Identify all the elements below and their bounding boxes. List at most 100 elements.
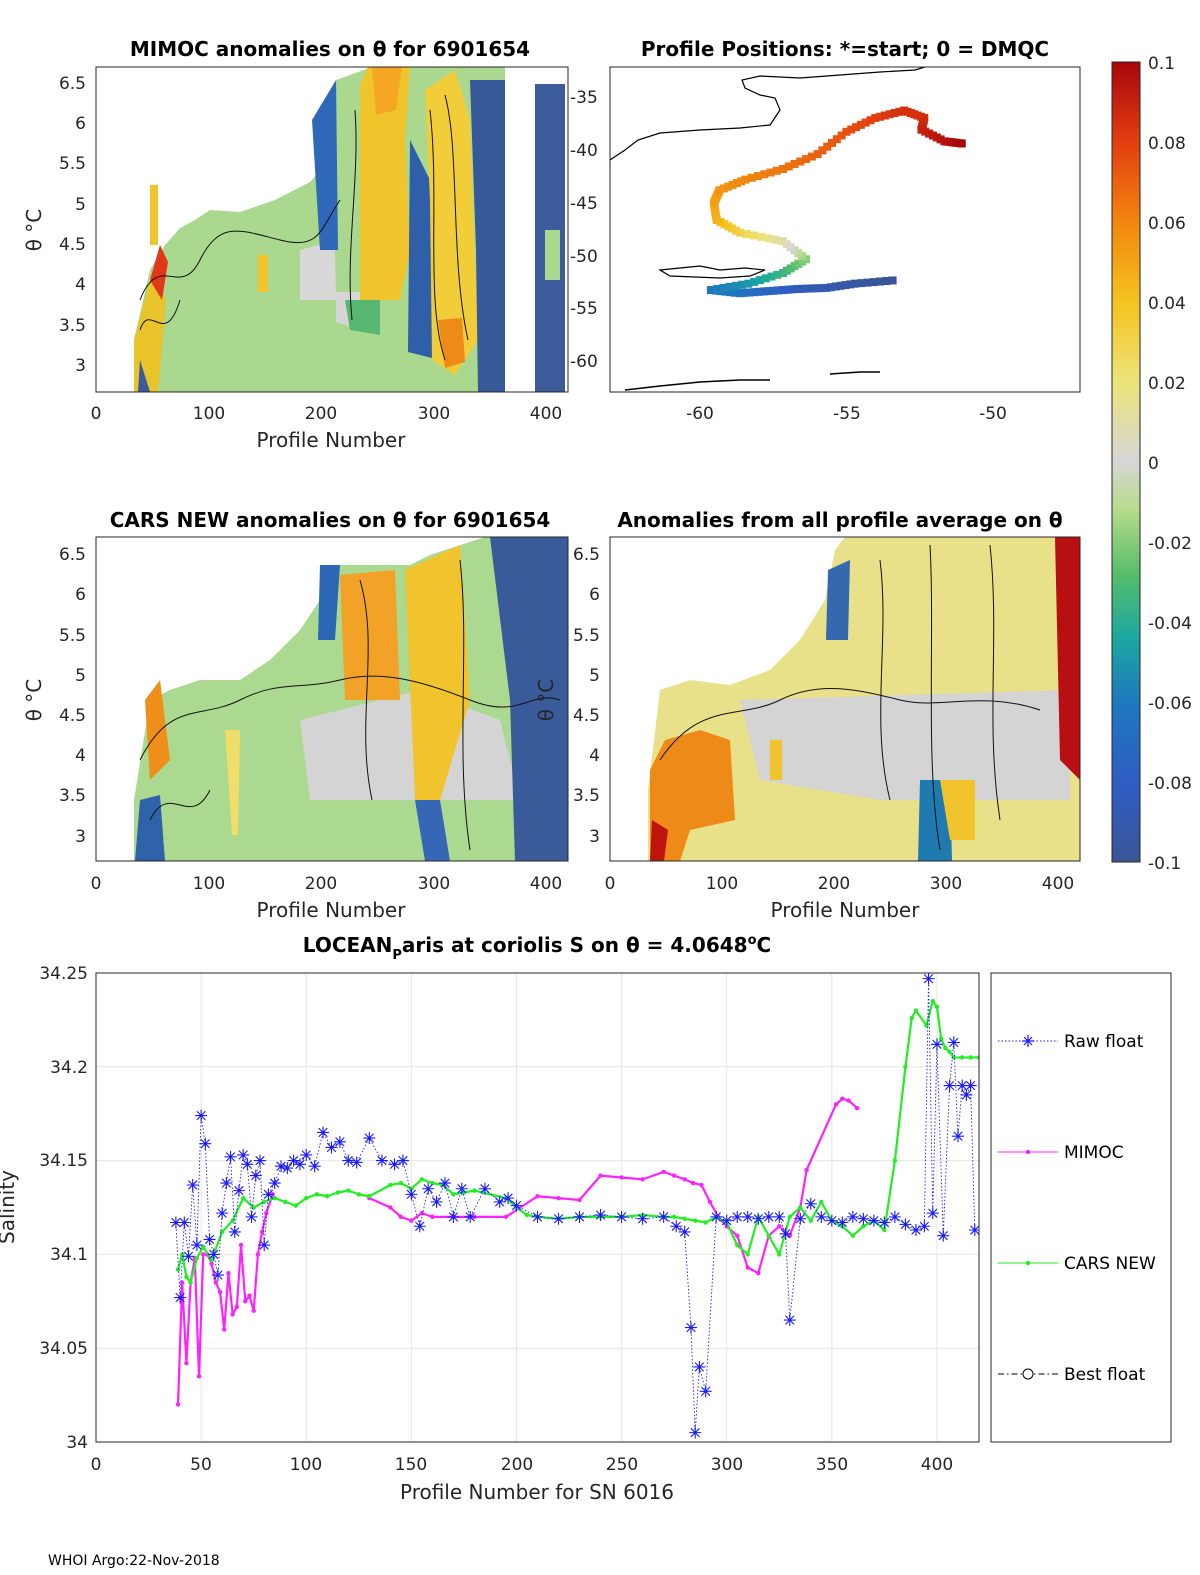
cars-ytick: 3 xyxy=(75,827,86,847)
track-marker xyxy=(842,127,851,136)
mimoc-point xyxy=(196,1374,202,1379)
raw-float-point xyxy=(510,1199,523,1212)
dot-marker-icon xyxy=(1025,1149,1031,1155)
colorbar-tick: -0.06 xyxy=(1148,694,1192,714)
mimoc-cell-grey xyxy=(300,245,336,300)
raw-float-point xyxy=(909,1224,922,1237)
raw-float-point xyxy=(956,1079,969,1092)
raw-float-point xyxy=(224,1150,237,1163)
raw-float-point xyxy=(182,1250,195,1263)
mimoc-point xyxy=(213,1280,219,1285)
track-marker xyxy=(784,162,793,171)
colorbar-tick: 0 xyxy=(1148,454,1159,474)
track-marker xyxy=(851,279,860,288)
cars-new-point xyxy=(419,1177,425,1182)
track-marker xyxy=(747,173,756,182)
track-marker xyxy=(885,110,894,119)
cars-new-point xyxy=(938,1036,944,1041)
average-ytick: 5.5 xyxy=(573,626,600,646)
cars-grey-core xyxy=(300,690,520,800)
track-marker xyxy=(832,135,841,144)
average-ytick: 4 xyxy=(589,746,600,766)
track-marker xyxy=(813,150,822,159)
mimoc-point xyxy=(217,1289,223,1295)
colorbar-tick: -0.1 xyxy=(1148,854,1181,874)
cars-new-point xyxy=(272,1195,277,1201)
track-marker xyxy=(827,283,836,292)
positions-axes-box xyxy=(609,66,1081,393)
mimoc-point xyxy=(598,1173,603,1178)
cars-new-point xyxy=(293,1203,298,1208)
raw-float-point xyxy=(178,1216,191,1229)
mimoc-point xyxy=(201,1252,206,1257)
panel-mimoc-anomalies: MIMOC anomalies on θ for 6901654 0 xyxy=(22,37,569,452)
salinity-title-main: LOCEAN xyxy=(303,933,393,957)
track-marker xyxy=(769,286,778,295)
cars-new-point xyxy=(819,1199,824,1205)
average-xtick: 0 xyxy=(605,874,616,894)
positions-xtick: -60 xyxy=(686,404,714,424)
salinity-xtick: 400 xyxy=(921,1455,953,1475)
track-marker xyxy=(847,125,856,134)
mimoc-point xyxy=(833,1102,839,1107)
cars-new-point xyxy=(947,1049,952,1054)
cars-new-point xyxy=(398,1180,404,1186)
colorbar: 0.1 0.08 0.06 0.04 0.02 0 -0.02 -0.04 -0… xyxy=(1111,54,1192,874)
mimoc-point xyxy=(707,1199,713,1205)
mimoc-point xyxy=(690,1180,696,1186)
cars-ytick: 5.5 xyxy=(59,626,86,646)
positions-xticks: -60 -55 -50 xyxy=(686,404,1007,424)
mimoc-point xyxy=(230,1312,235,1317)
track-marker xyxy=(715,186,724,195)
cars-new-point xyxy=(367,1194,372,1199)
raw-float-point xyxy=(275,1160,288,1173)
cars-new-point xyxy=(703,1220,708,1225)
mimoc-point xyxy=(661,1169,666,1175)
raw-float-point xyxy=(693,1360,706,1373)
mimoc-point xyxy=(226,1270,231,1276)
cars-new-point xyxy=(671,1214,677,1220)
track-marker xyxy=(793,284,802,293)
mimoc-ytick: 5 xyxy=(75,195,86,215)
salinity-xticks: 0 50 100 150 200 250 300 350 400 xyxy=(91,1455,954,1475)
average-yellow-low xyxy=(940,780,975,840)
track-marker xyxy=(818,146,827,155)
cars-xtick: 400 xyxy=(530,874,562,894)
mimoc-point xyxy=(430,1214,435,1220)
positions-ytick: -50 xyxy=(570,247,598,267)
mimoc-cell-far-green xyxy=(545,230,560,280)
cars-xtick: 0 xyxy=(91,874,102,894)
raw-float-point xyxy=(438,1177,451,1190)
panel-cars-anomalies: CARS NEW anomalies on θ for 6901654 0 10… xyxy=(22,508,569,922)
track-marker xyxy=(888,276,897,285)
mimoc-point xyxy=(184,1361,189,1366)
raw-float-point xyxy=(825,1214,838,1227)
track-marker xyxy=(713,284,722,293)
raw-float-point xyxy=(878,1216,891,1229)
mimoc-ytick: 5.5 xyxy=(59,154,86,174)
raw-float-point xyxy=(207,1248,220,1261)
track-marker xyxy=(788,285,797,294)
track-marker xyxy=(755,276,764,285)
cars-new-point xyxy=(304,1195,309,1201)
mimoc-point xyxy=(264,1210,269,1216)
track-marker xyxy=(772,166,781,175)
mimoc-xlabel: Profile Number xyxy=(257,428,407,452)
track-marker xyxy=(731,281,740,290)
salinity-title: LOCEANParis at coriolis S on θ = 4.0648o… xyxy=(303,933,771,963)
cars-thin-strip xyxy=(225,730,240,835)
salinity-ylabel: Salinity xyxy=(0,1170,19,1244)
mimoc-point xyxy=(398,1214,404,1220)
raw-float-point xyxy=(249,1169,262,1182)
cars-ylabel: θ °C xyxy=(22,679,46,722)
average-yticks: 3 3.5 4 4.5 5 5.5 6 6.5 xyxy=(573,545,600,847)
average-heat-cells xyxy=(648,537,1080,861)
cars-heat-cells xyxy=(134,537,568,861)
track-marker xyxy=(771,235,780,244)
cars-xtick: 100 xyxy=(193,874,225,894)
raw-float-point xyxy=(447,1210,460,1223)
salinity-series xyxy=(169,973,979,1439)
raw-float-point xyxy=(237,1148,250,1161)
legend-label-best-float: Best float xyxy=(1064,1365,1146,1385)
cars-new-point xyxy=(745,1252,750,1257)
